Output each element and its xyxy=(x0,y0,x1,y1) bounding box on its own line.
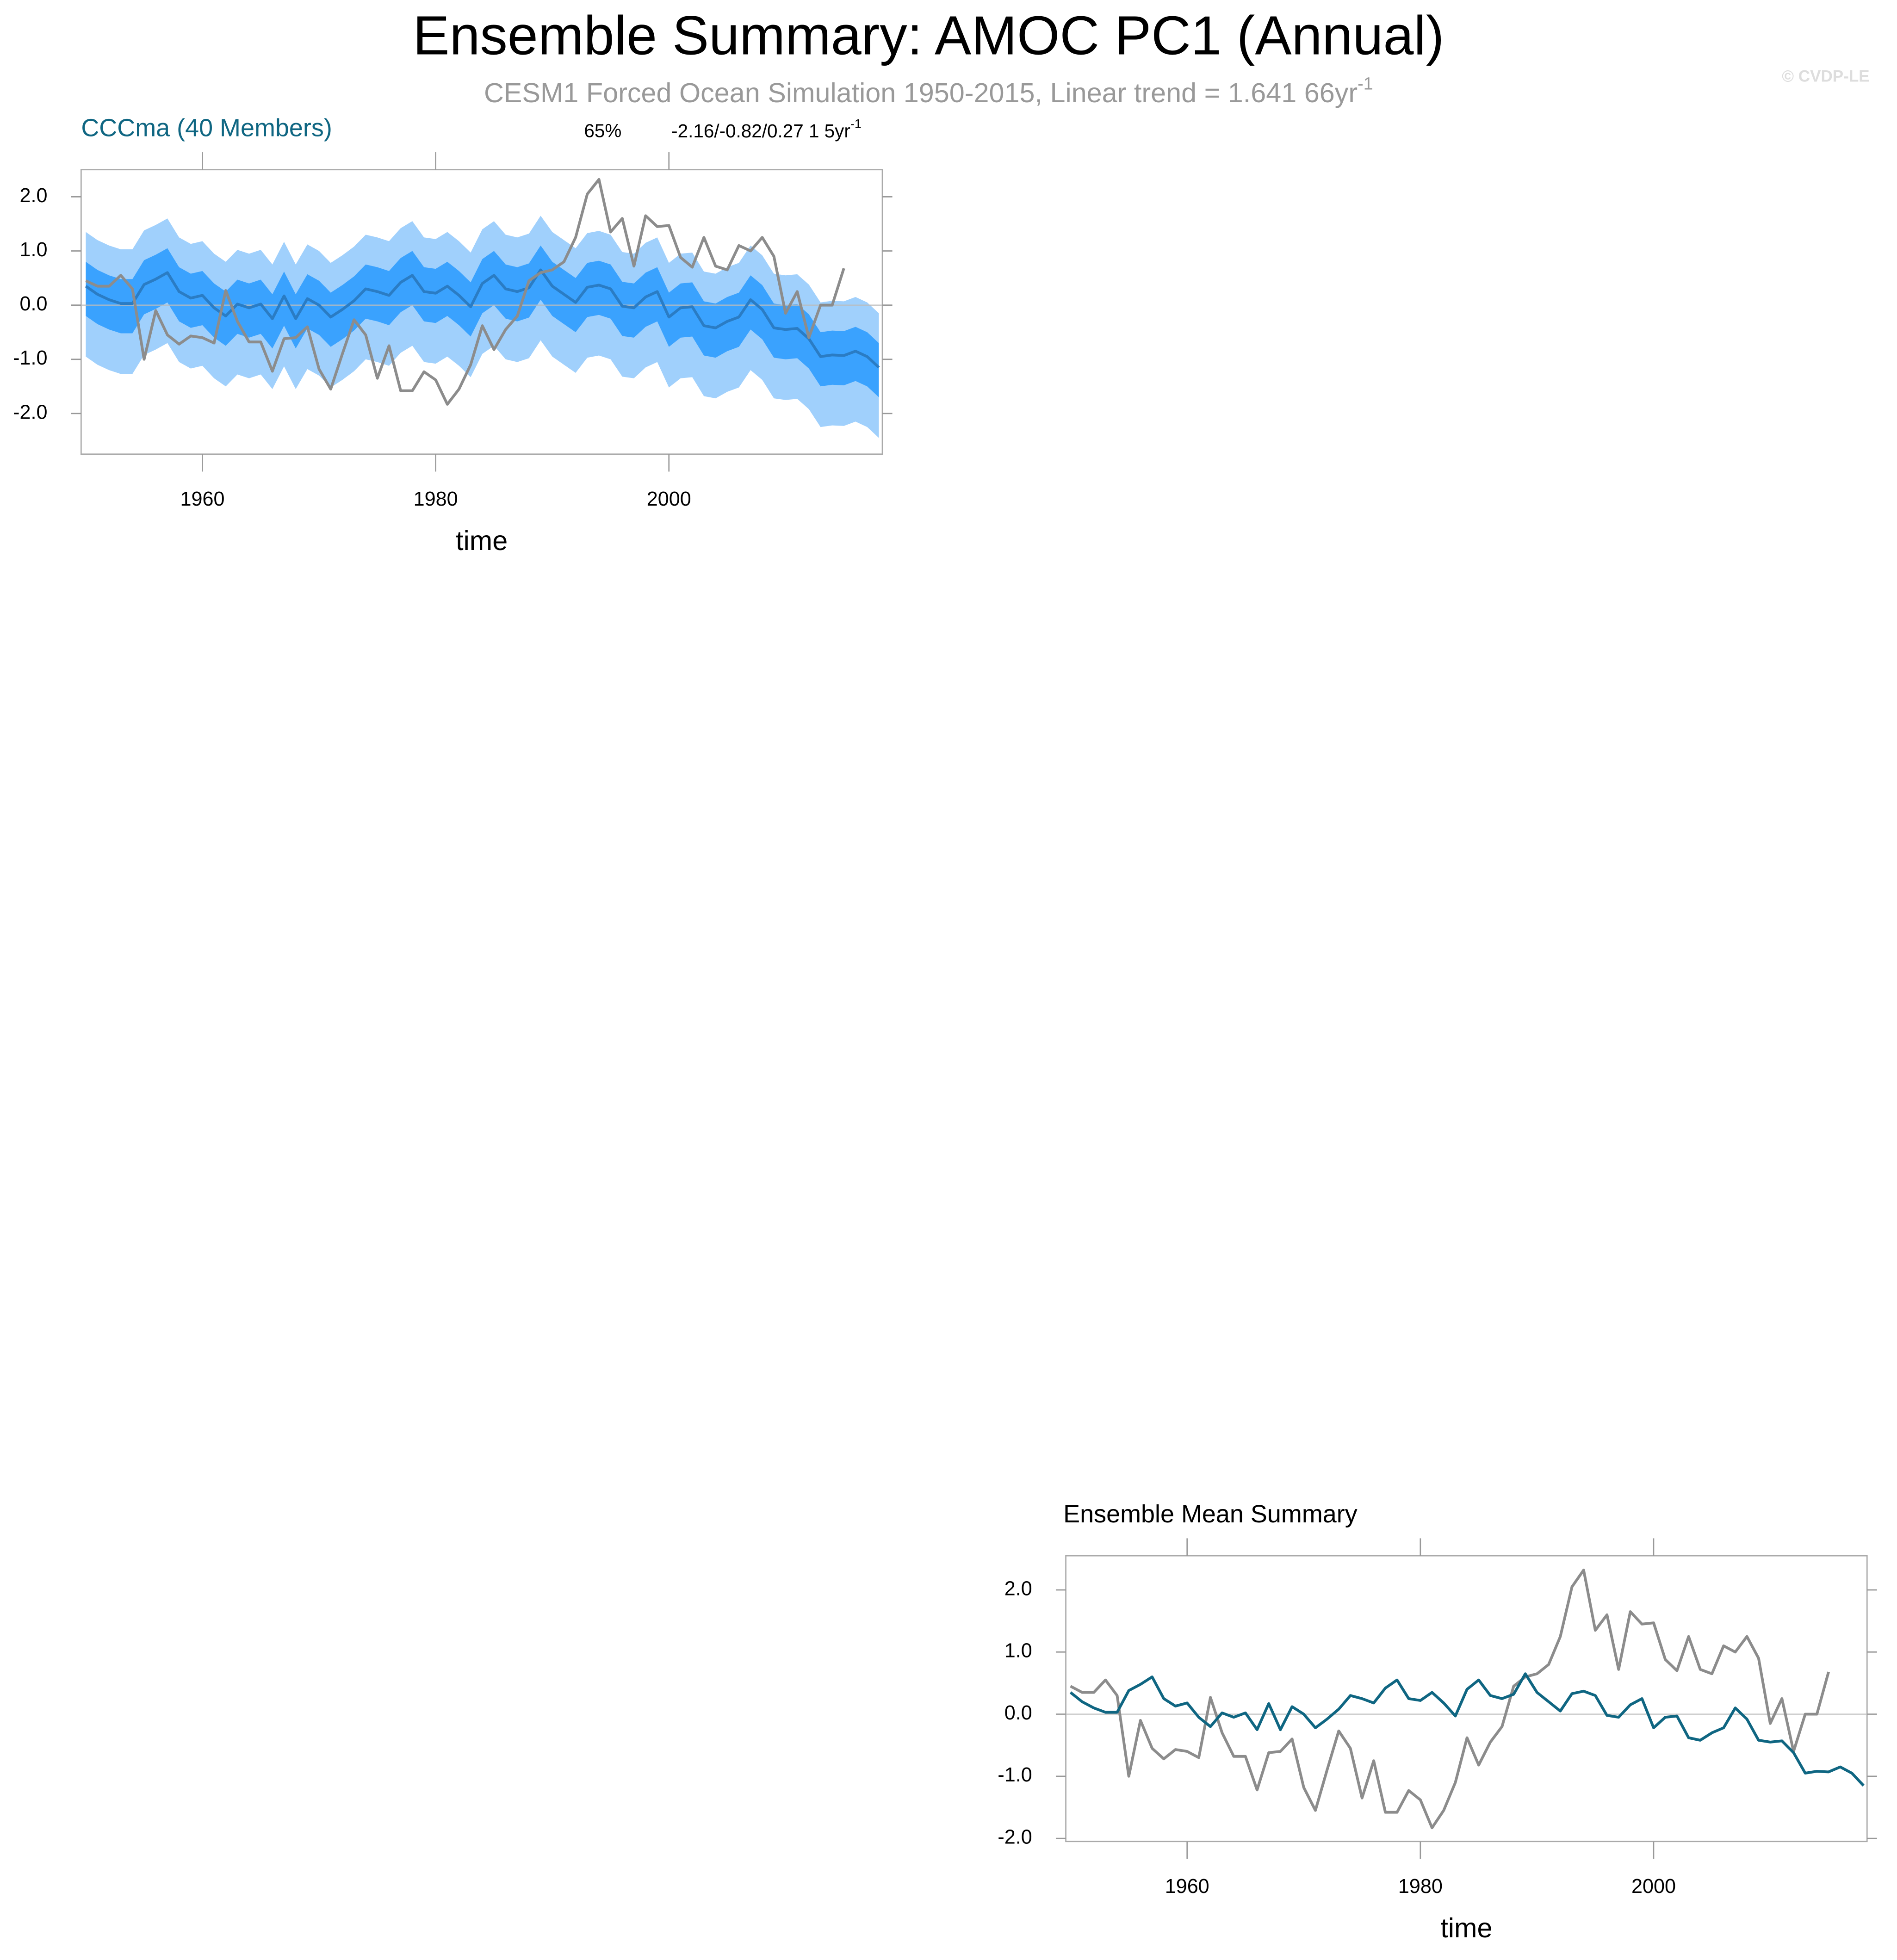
x-axis-label: time xyxy=(1440,1912,1492,1943)
annotation-superscript: -1 xyxy=(850,117,862,131)
x-tick-label: 2000 xyxy=(647,488,691,510)
y-tick-label: 0.0 xyxy=(1004,1702,1032,1724)
y-tick-label: 2.0 xyxy=(1004,1577,1032,1600)
subtitle-text: CESM1 Forced Ocean Simulation 1950-2015,… xyxy=(484,77,1358,108)
y-tick-label: -2.0 xyxy=(13,401,47,423)
x-tick-label: 1980 xyxy=(1398,1875,1443,1898)
y-tick-label: -2.0 xyxy=(998,1826,1032,1848)
y-tick-label: 0.0 xyxy=(20,293,48,315)
y-tick-label: -1.0 xyxy=(13,347,47,369)
series-line xyxy=(85,178,845,406)
y-tick-label: -1.0 xyxy=(998,1764,1032,1786)
annotation: -2.16/-0.82/0.27 1 5yr-1 xyxy=(671,117,862,142)
x-tick-label: 1980 xyxy=(414,488,458,510)
chart-title: CCCma (40 Members) xyxy=(81,114,332,142)
page-subtitle: CESM1 Forced Ocean Simulation 1950-2015,… xyxy=(484,74,1373,108)
spread-band xyxy=(86,245,879,397)
series-line xyxy=(1070,1569,1830,1830)
y-tick-label: 2.0 xyxy=(20,185,48,207)
subtitle-superscript: -1 xyxy=(1358,74,1373,93)
x-tick-label: 1960 xyxy=(180,488,224,510)
y-tick-label: 1.0 xyxy=(20,239,48,261)
page-title: Ensemble Summary: AMOC PC1 (Annual) xyxy=(413,6,1444,67)
y-tick-label: 1.0 xyxy=(1004,1640,1032,1662)
series-line xyxy=(85,268,880,369)
x-tick-label: 1960 xyxy=(1165,1875,1209,1898)
chart-title: Ensemble Mean Summary xyxy=(1063,1500,1358,1528)
plot-frame xyxy=(1065,1555,1868,1843)
x-tick-label: 2000 xyxy=(1631,1875,1676,1898)
annotation: 65% xyxy=(584,120,621,142)
series-line xyxy=(1069,1672,1865,1787)
annotation-text: -2.16/-0.82/0.27 1 5yr xyxy=(671,120,850,142)
copyright: © CVDP-LE xyxy=(1782,67,1869,85)
x-axis-label: time xyxy=(456,525,508,556)
